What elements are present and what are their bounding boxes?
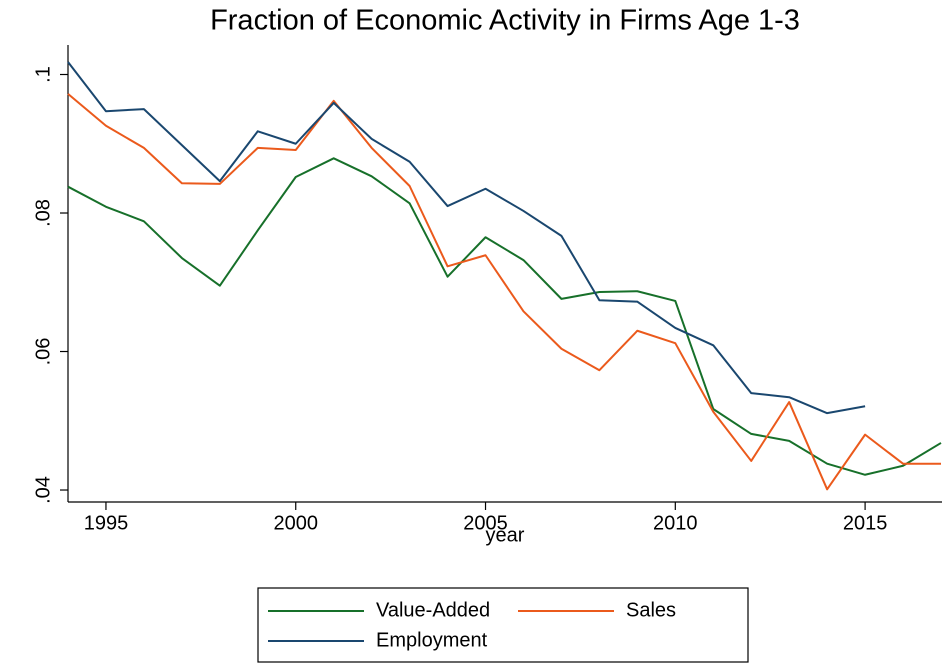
x-tick-label: 2005 (463, 512, 508, 534)
legend-box (257, 587, 749, 663)
chart-title: Fraction of Economic Activity in Firms A… (210, 5, 800, 37)
x-tick-label: 1995 (84, 512, 129, 534)
y-tick-label: .06 (32, 338, 54, 366)
y-tick-label: .04 (32, 476, 54, 504)
series-line (67, 93, 941, 491)
legend-label: Employment (376, 629, 488, 651)
legend-label: Sales (626, 599, 676, 621)
y-tick-label: .08 (32, 199, 54, 227)
legend-label: Value-Added (376, 599, 490, 621)
y-tick-label: .1 (32, 66, 54, 83)
series-line (67, 157, 942, 476)
x-tick-label: 2000 (273, 512, 318, 534)
x-tick-label: 2010 (653, 512, 698, 534)
series-line (67, 61, 866, 415)
x-tick-label: 2015 (843, 512, 888, 534)
x-axis-label: year (486, 524, 525, 546)
